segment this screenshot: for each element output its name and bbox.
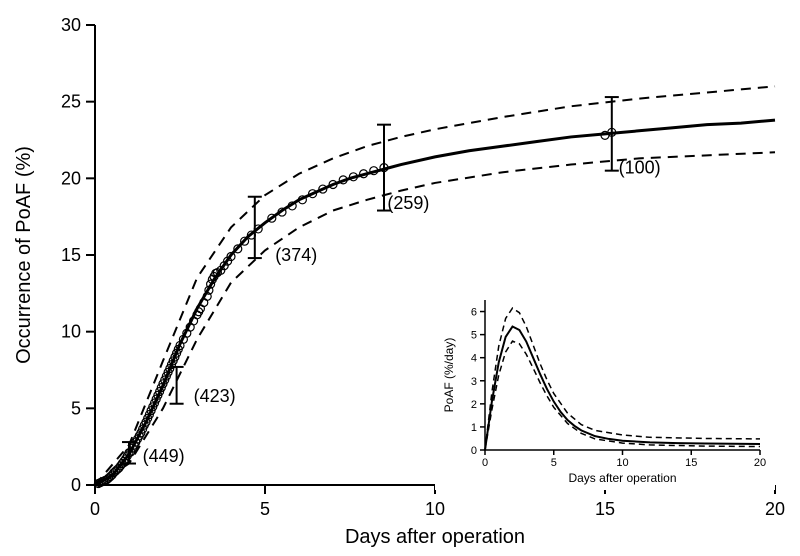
svg-text:1: 1 [471, 422, 477, 434]
svg-text:25: 25 [61, 92, 81, 112]
svg-text:5: 5 [71, 398, 81, 418]
chart-container: 05101520051015202530Days after operation… [0, 0, 800, 556]
annotation: (374) [275, 245, 317, 265]
svg-text:10: 10 [61, 322, 81, 342]
svg-text:2: 2 [471, 399, 477, 411]
svg-text:20: 20 [61, 168, 81, 188]
annotation: (100) [619, 158, 661, 178]
svg-text:5: 5 [471, 330, 477, 342]
svg-text:6: 6 [471, 307, 477, 319]
svg-text:0: 0 [471, 445, 477, 457]
x-axis-label: Days after operation [345, 526, 525, 548]
svg-text:5: 5 [260, 499, 270, 519]
y-axis-label: Occurrence of PoAF (%) [13, 146, 35, 364]
svg-text:0: 0 [90, 499, 100, 519]
svg-text:30: 30 [61, 15, 81, 35]
annotation: (259) [387, 193, 429, 213]
svg-text:20: 20 [765, 499, 785, 519]
svg-text:4: 4 [471, 353, 477, 365]
svg-text:0: 0 [71, 475, 81, 495]
annotation: (449) [143, 446, 185, 466]
inset-ylabel: PoAF (%/day) [442, 338, 456, 413]
svg-text:10: 10 [425, 499, 445, 519]
svg-text:10: 10 [616, 457, 628, 469]
svg-text:15: 15 [61, 245, 81, 265]
inset-xlabel: Days after operation [568, 471, 676, 485]
svg-text:20: 20 [754, 457, 766, 469]
annotation: (423) [194, 386, 236, 406]
svg-text:15: 15 [595, 499, 615, 519]
svg-text:0: 0 [482, 457, 488, 469]
svg-text:3: 3 [471, 376, 477, 388]
svg-text:5: 5 [551, 457, 557, 469]
chart-svg: 05101520051015202530Days after operation… [0, 0, 800, 556]
svg-text:15: 15 [685, 457, 697, 469]
